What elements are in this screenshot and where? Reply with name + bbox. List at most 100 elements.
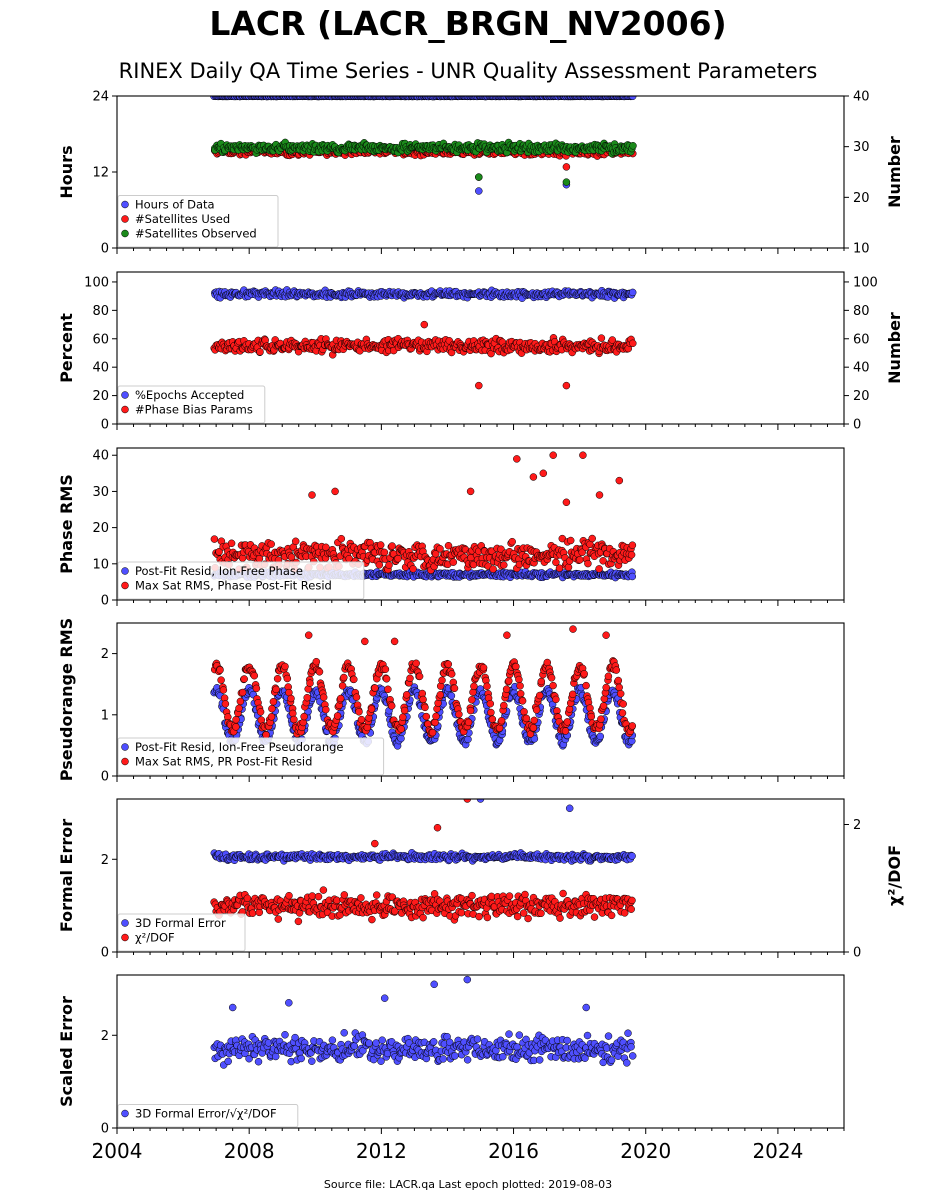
y-tick-label-right: 40 [853,361,870,376]
data-point [375,561,384,569]
data-point [568,690,577,699]
data-point [607,911,616,920]
data-point [372,891,381,899]
x-axis [116,424,845,430]
legend-box [117,385,266,424]
legend-label: %Epochs Accepted [135,388,244,402]
y-tick-label: 20 [92,389,109,404]
data-point [628,541,637,549]
data-point [227,539,236,548]
data-points [210,96,637,195]
data-point [216,666,224,674]
data-point [273,674,282,683]
data-point [433,823,442,832]
data-point [628,852,636,860]
series-2-points [210,451,637,574]
data-point [331,487,339,496]
data-point [428,728,437,737]
data-point [516,682,524,690]
legend-box [117,737,385,776]
data-point [287,694,295,703]
data-point [314,892,323,901]
y-tick-label: 80 [92,304,109,319]
data-point [535,691,544,700]
data-point [530,716,538,725]
legend-label: #Phase Bias Params [135,403,253,417]
y-tick-label-right: 30 [853,140,870,155]
data-point [522,714,531,723]
data-point [210,535,219,543]
data-point [308,892,316,900]
data-point [600,695,609,703]
y-tick-label: 40 [92,361,109,376]
data-point [475,187,483,195]
data-point [508,537,516,546]
data-point [556,914,564,922]
data-point [400,706,409,715]
legend-label: Post-Fit Resid, Ion-Free Pseudorange [135,740,343,754]
data-point [385,561,393,569]
data-point [537,677,546,686]
y-tick-label: 2 [101,853,109,868]
legend-marker [121,229,129,238]
data-point [381,665,390,674]
data-point [399,713,407,721]
data-point [466,487,475,496]
data-point [300,712,308,721]
data-point [628,288,637,297]
data-point [470,682,478,691]
data-point [539,469,548,478]
x-axis [116,248,845,254]
data-point [619,700,627,708]
data-point [595,565,603,573]
data-point [363,723,372,732]
data-point [243,894,252,903]
y-tick-label-right: 20 [853,191,870,206]
data-point [576,556,584,564]
y-tick-label-right: 2 [853,818,861,833]
legend-label: Max Sat RMS, Phase Post-Fit Resid [135,579,332,593]
y-tick-label: 60 [92,332,109,347]
data-point [596,732,605,741]
data-point [255,908,264,917]
data-point [337,534,346,543]
data-point [303,693,311,702]
data-point [312,657,321,666]
data-point [597,334,606,342]
data-point [444,541,453,550]
data-point [519,909,528,917]
data-point [529,473,538,481]
data-point [584,559,592,568]
data-point [612,666,621,674]
y-tick-label: 0 [101,418,109,433]
legend-marker [121,743,129,751]
y-axis-label: Percent [57,313,76,383]
data-point [420,320,429,329]
data-point [464,735,472,744]
data-point [569,625,577,633]
legend-marker [121,757,129,766]
data-point [384,685,392,694]
legend-label: Hours of Data [135,198,215,212]
y-axis-label: Hours [57,145,76,198]
data-point [306,679,314,687]
y-axis-left: 02 [101,853,117,961]
data-point [549,681,557,690]
data-point [221,700,230,708]
data-point [561,727,570,735]
data-point [521,890,529,899]
data-point [322,705,330,714]
data-point [562,381,571,390]
data-point [457,908,466,917]
data-point [250,671,259,680]
data-point [240,675,248,683]
y-tick-label: 0 [101,770,109,785]
y-tick-label-right: 20 [853,389,870,404]
x-axis [116,776,845,782]
